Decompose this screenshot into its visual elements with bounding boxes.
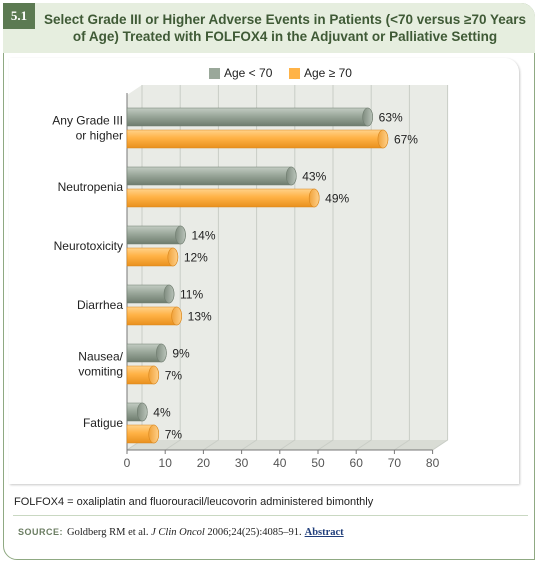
bar-cap-age-ge-70 — [377, 129, 389, 149]
x-tick-label: 80 — [426, 456, 440, 470]
bar-age-lt-70 — [126, 166, 297, 186]
figure-header — [3, 3, 535, 53]
category-label: Diarrhea — [77, 298, 123, 312]
bar-cap-age-lt-70 — [362, 107, 373, 127]
x-tick-label: 40 — [273, 456, 287, 470]
category-label: Fatigue — [83, 416, 123, 430]
divider — [13, 515, 528, 516]
source-citation: SOURCE: Goldberg RM et al. J Clin Oncol 2… — [18, 527, 344, 538]
data-label: 67% — [394, 133, 418, 147]
x-tick-label: 60 — [350, 456, 364, 470]
x-tick-label: 30 — [235, 456, 249, 470]
category-label: Any Grade III — [52, 114, 123, 128]
bar-cap-age-ge-70 — [308, 188, 320, 208]
data-label: 14% — [191, 229, 215, 243]
citation-authors: Goldberg RM et al. — [67, 527, 152, 538]
bar-age-ge-70 — [126, 188, 320, 208]
bar-cap-age-ge-70 — [148, 424, 160, 444]
bar-age-ge-70 — [126, 129, 389, 149]
gridline — [317, 85, 334, 451]
chart-title: Select Grade III or Higher Adverse Event… — [43, 12, 527, 44]
category-label: Neutropenia — [58, 180, 124, 194]
data-label: 13% — [188, 310, 212, 324]
data-label: 43% — [302, 170, 326, 184]
source-label: SOURCE: — [18, 527, 64, 537]
data-label: 7% — [165, 369, 183, 383]
legend-swatch-age-lt-70 — [209, 68, 220, 79]
gridline — [355, 85, 372, 451]
legend-swatch-age-ge-70 — [289, 68, 300, 79]
bar-cap-age-lt-70 — [175, 225, 186, 245]
data-label: 4% — [153, 406, 171, 420]
bar-cap-age-lt-70 — [285, 166, 297, 186]
footnote: FOLFOX4 = oxaliplatin and fluorouracil/l… — [14, 496, 374, 508]
gridline — [394, 85, 410, 451]
gridline — [432, 85, 449, 451]
x-tick-label: 10 — [159, 456, 173, 470]
category-label: or higher — [76, 129, 123, 143]
data-label: 7% — [165, 428, 183, 442]
citation-journal: J Clin Oncol — [151, 527, 205, 538]
x-tick-label: 20 — [197, 456, 211, 470]
x-tick-label: 70 — [388, 456, 402, 470]
abstract-link[interactable]: Abstract — [304, 527, 344, 538]
data-label: 9% — [172, 347, 190, 361]
bar-cap-age-ge-70 — [148, 365, 160, 385]
x-tick-label: 50 — [311, 456, 325, 470]
category-label: Neurotoxicity — [54, 239, 123, 253]
chart-legend: Age < 70 Age ≥ 70 — [0, 66, 540, 82]
bar-age-lt-70 — [126, 107, 373, 127]
bar-cap-age-ge-70 — [171, 306, 182, 326]
bar-cap-age-lt-70 — [163, 284, 175, 304]
category-label: vomiting — [78, 365, 123, 379]
x-tick-label: 0 — [124, 456, 131, 470]
data-label: 12% — [184, 251, 208, 265]
figure-number-badge: 5.1 — [3, 3, 35, 29]
data-label: 49% — [325, 192, 349, 206]
legend-label-age-ge-70: Age ≥ 70 — [304, 66, 352, 80]
legend-label-age-lt-70: Age < 70 — [224, 66, 273, 80]
citation-details: 2006;24(25):4085–91. — [204, 527, 302, 538]
bar-cap-age-lt-70 — [136, 402, 148, 422]
data-label: 11% — [180, 288, 203, 302]
bar-cap-age-lt-70 — [156, 343, 167, 363]
data-label: 63% — [379, 111, 403, 125]
category-label: Nausea/ — [78, 350, 123, 364]
bar-cap-age-ge-70 — [167, 247, 179, 267]
